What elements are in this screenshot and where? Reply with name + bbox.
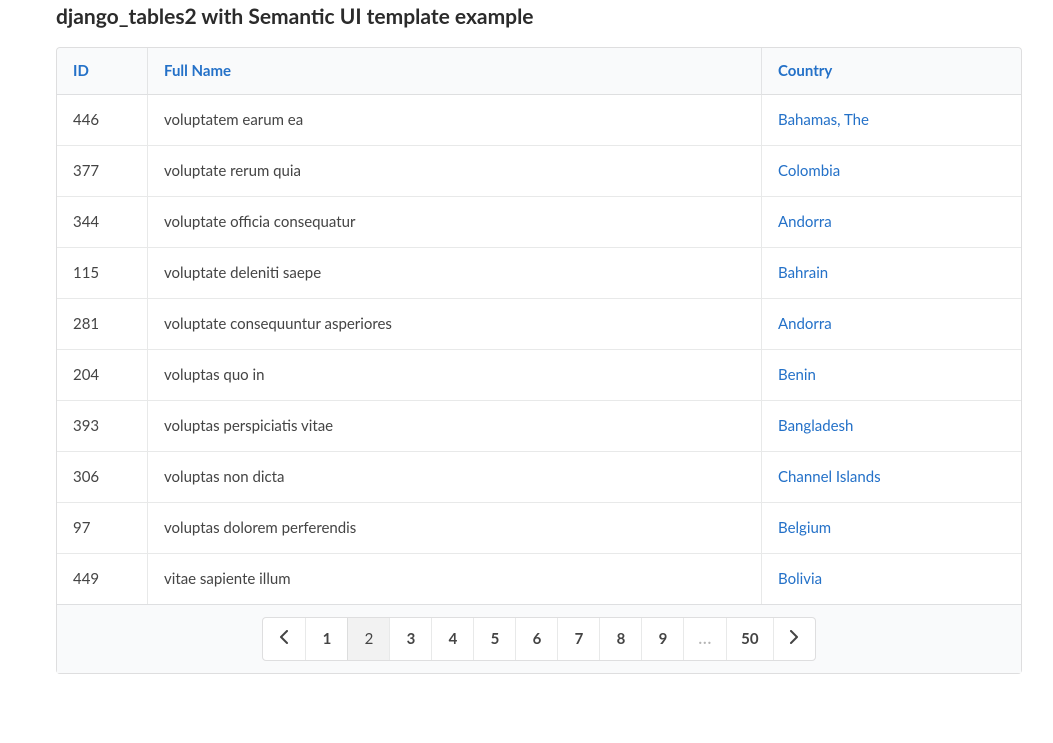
country-link[interactable]: Bahrain: [778, 264, 828, 282]
table-row: 344voluptate officia consequatur Andorra: [57, 196, 1021, 247]
column-header-country[interactable]: Country: [761, 48, 1021, 95]
table-row: 97voluptas dolorem perferendis Belgium: [57, 502, 1021, 553]
column-header-name[interactable]: Full Name: [147, 48, 761, 95]
page-number[interactable]: 4: [431, 618, 473, 660]
cell-id: 377: [57, 145, 147, 196]
table-row: 393voluptas perspiciatis vitae Bangladesh: [57, 400, 1021, 451]
pagination: 123456789...50: [262, 617, 815, 661]
table-body: 446voluptatem earum eaBahamas, The377vol…: [57, 95, 1021, 604]
cell-country: Andorra: [761, 196, 1021, 247]
sort-link-name[interactable]: Full Name: [164, 62, 231, 80]
cell-id: 306: [57, 451, 147, 502]
country-link[interactable]: Andorra: [778, 213, 832, 231]
cell-name: voluptate consequuntur asperiores: [147, 298, 761, 349]
cell-country: Bahamas, The: [761, 95, 1021, 145]
cell-country: Andorra: [761, 298, 1021, 349]
cell-country: Bahrain: [761, 247, 1021, 298]
table-head: ID Full Name Country: [57, 48, 1021, 95]
table-row: 281voluptate consequuntur asperiores Ando…: [57, 298, 1021, 349]
cell-country: Benin: [761, 349, 1021, 400]
cell-id: 204: [57, 349, 147, 400]
page-title: django_tables2 with Semantic UI template…: [56, 4, 1053, 29]
cell-country: Channel Islands: [761, 451, 1021, 502]
cell-name: voluptate rerum quia: [147, 145, 761, 196]
cell-id: 446: [57, 95, 147, 145]
cell-name: vitae sapiente illum: [147, 553, 761, 604]
table-row: 306voluptas non dicta Channel Islands: [57, 451, 1021, 502]
page-number[interactable]: 8: [599, 618, 641, 660]
cell-name: voluptas perspiciatis vitae: [147, 400, 761, 451]
cell-name: voluptate deleniti saepe: [147, 247, 761, 298]
cell-id: 393: [57, 400, 147, 451]
page-number[interactable]: 50: [726, 618, 772, 660]
cell-country: Bolivia: [761, 553, 1021, 604]
data-table: ID Full Name Country 446voluptatem earum…: [56, 47, 1022, 674]
table-row: 115voluptate deleniti saepe Bahrain: [57, 247, 1021, 298]
pagination-cell: 123456789...50: [57, 604, 1021, 673]
cell-name: voluptatem earum ea: [147, 95, 761, 145]
cell-country: Colombia: [761, 145, 1021, 196]
page-number[interactable]: 5: [473, 618, 515, 660]
table-header-row: ID Full Name Country: [57, 48, 1021, 95]
cell-id: 281: [57, 298, 147, 349]
chevron-left-icon: [279, 630, 289, 648]
country-link[interactable]: Andorra: [778, 315, 832, 333]
column-header-id[interactable]: ID: [57, 48, 147, 95]
country-link[interactable]: Benin: [778, 366, 816, 384]
country-link[interactable]: Channel Islands: [778, 468, 881, 486]
cell-name: voluptas quo in: [147, 349, 761, 400]
page-number[interactable]: 9: [641, 618, 683, 660]
page-number[interactable]: 1: [305, 618, 347, 660]
page-ellipsis: ...: [683, 618, 726, 660]
cell-country: Belgium: [761, 502, 1021, 553]
cell-country: Bangladesh: [761, 400, 1021, 451]
page-number[interactable]: 3: [389, 618, 431, 660]
country-link[interactable]: Belgium: [778, 519, 831, 537]
cell-name: voluptate officia consequatur: [147, 196, 761, 247]
cell-id: 449: [57, 553, 147, 604]
country-link[interactable]: Bolivia: [778, 570, 822, 588]
cell-name: voluptas non dicta: [147, 451, 761, 502]
table-row: 446voluptatem earum ea Bahamas, The: [57, 95, 1021, 145]
page-number[interactable]: 7: [557, 618, 599, 660]
cell-id: 344: [57, 196, 147, 247]
page-next[interactable]: [773, 618, 815, 660]
country-link[interactable]: Bangladesh: [778, 417, 853, 435]
table-row: 204voluptas quo in Benin: [57, 349, 1021, 400]
table-row: 377voluptate rerum quia Colombia: [57, 145, 1021, 196]
cell-id: 97: [57, 502, 147, 553]
table-row: 449vitae sapiente illum Bolivia: [57, 553, 1021, 604]
sort-link-id[interactable]: ID: [73, 62, 89, 80]
chevron-right-icon: [789, 630, 799, 648]
page-prev[interactable]: [263, 618, 305, 660]
country-link[interactable]: Colombia: [778, 162, 840, 180]
sort-link-country[interactable]: Country: [778, 62, 832, 80]
page-number[interactable]: 6: [515, 618, 557, 660]
page-root: django_tables2 with Semantic UI template…: [0, 4, 1053, 704]
page-number[interactable]: 2: [347, 618, 389, 660]
cell-name: voluptas dolorem perferendis: [147, 502, 761, 553]
country-link[interactable]: Bahamas, The: [778, 111, 869, 129]
table-foot: 123456789...50: [57, 604, 1021, 673]
cell-id: 115: [57, 247, 147, 298]
